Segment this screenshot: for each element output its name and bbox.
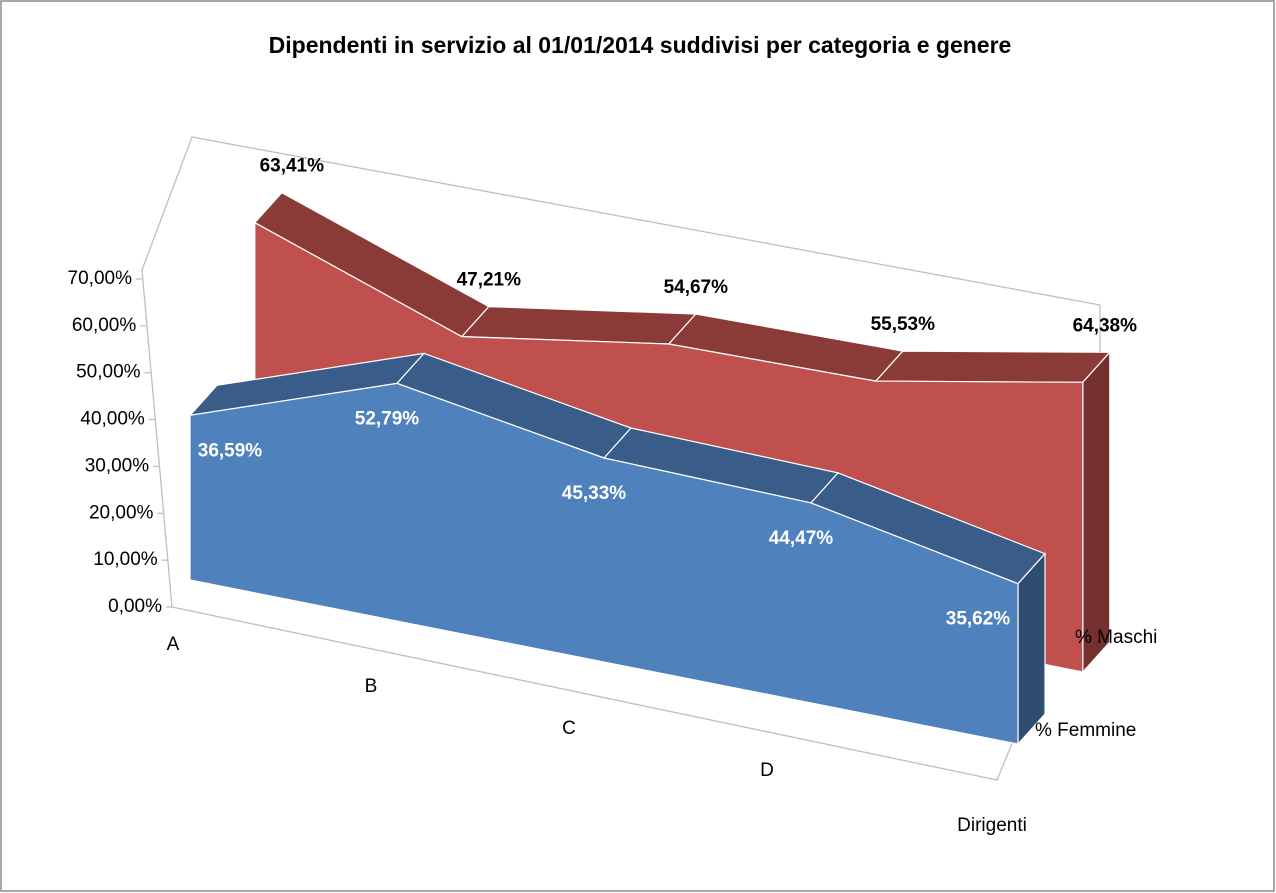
- x-tick-label: D: [760, 760, 774, 781]
- value-label: 36,59%: [198, 440, 263, 461]
- area-top: [874, 350, 1112, 383]
- x-tick-label: Dirigenti: [957, 815, 1027, 836]
- value-label: 52,79%: [355, 408, 420, 429]
- area-side: [1082, 350, 1111, 674]
- y-tick-label: 30,00%: [85, 455, 150, 476]
- area: [189, 382, 1019, 745]
- x-tick-label: B: [365, 676, 378, 697]
- y-tick-label: 40,00%: [80, 409, 145, 430]
- y-tick-label: 20,00%: [89, 502, 154, 523]
- value-label: 44,47%: [769, 528, 834, 549]
- value-label: 35,62%: [946, 609, 1011, 630]
- value-label: 55,53%: [871, 314, 936, 335]
- y-tick-label: 10,00%: [93, 549, 158, 570]
- value-label: 63,41%: [260, 156, 325, 177]
- y-tick-label: 60,00%: [72, 315, 137, 336]
- x-tick-label: A: [167, 634, 180, 655]
- area-side: [1017, 552, 1046, 746]
- chart-title: Dipendenti in servizio al 01/01/2014 sud…: [269, 32, 1012, 58]
- value-label: 54,67%: [664, 277, 729, 298]
- series-label: % Femmine: [1035, 720, 1136, 741]
- value-label: 64,38%: [1073, 315, 1138, 336]
- value-label: 47,21%: [457, 270, 522, 291]
- y-tick-label: 0,00%: [108, 596, 162, 617]
- value-label: 45,33%: [562, 483, 627, 504]
- series-label: % Maschi: [1075, 627, 1157, 648]
- x-tick-label: C: [562, 718, 576, 739]
- y-tick-label: 50,00%: [76, 362, 141, 383]
- y-tick-label: 70,00%: [68, 268, 133, 289]
